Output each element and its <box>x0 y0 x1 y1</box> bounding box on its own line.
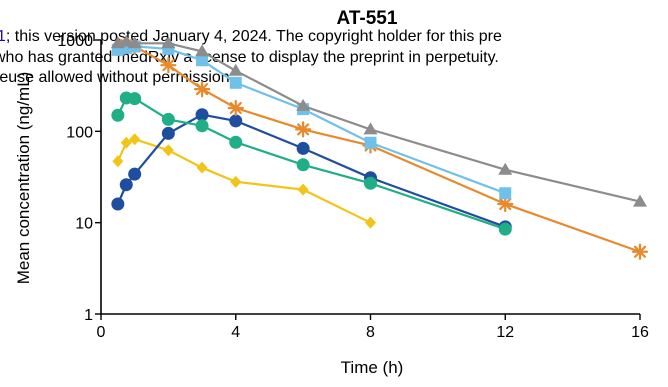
series-line <box>116 96 506 231</box>
data-point-asterisk <box>160 57 177 74</box>
data-point-diamond <box>230 175 242 188</box>
series-layer <box>110 34 649 260</box>
data-point-asterisk <box>193 81 211 98</box>
data-point-square <box>196 54 209 67</box>
series-1 <box>111 108 512 234</box>
y-tick-label: 1000 <box>57 33 93 50</box>
x-tick-label: 8 <box>366 324 375 341</box>
x-tick-label: 4 <box>231 324 240 341</box>
data-point-triangle <box>498 162 513 175</box>
data-point-diamond <box>162 144 174 157</box>
x-tick-label: 12 <box>496 324 514 341</box>
data-point-diamond <box>120 136 132 149</box>
data-point-triangle <box>119 34 134 47</box>
notice-line-3: reuse allowed without permission. <box>0 69 234 86</box>
data-point-diamond <box>297 183 309 196</box>
data-point-square <box>364 136 377 149</box>
data-point-asterisk <box>295 121 312 138</box>
data-point-triangle <box>195 44 210 57</box>
series-2 <box>111 91 512 236</box>
series-line <box>116 138 371 224</box>
data-point-square <box>499 187 512 200</box>
series-5 <box>110 34 647 207</box>
chart-title: AT-551 <box>337 8 398 29</box>
data-point-circle <box>128 92 142 106</box>
data-point-circle <box>229 114 243 128</box>
data-point-circle <box>195 108 209 122</box>
data-point-diamond <box>112 155 124 168</box>
notice-line-2: who has granted medRxiv a license to dis… <box>0 49 499 66</box>
notice-link[interactable]: 1 <box>0 28 6 45</box>
data-point-circle <box>111 108 125 122</box>
x-tick-label: 16 <box>631 324 649 341</box>
data-point-circle <box>161 112 175 126</box>
y-tick-label: 100 <box>66 124 93 141</box>
y-axis-label: Mean concentration (ng/mL) <box>14 72 33 285</box>
data-point-circle <box>128 167 142 181</box>
data-point-asterisk <box>497 195 514 213</box>
data-point-diamond <box>129 133 141 146</box>
data-point-diamond <box>365 216 376 229</box>
data-point-triangle <box>161 36 176 49</box>
data-point-circle <box>161 126 175 140</box>
data-point-asterisk <box>227 99 244 117</box>
data-point-circle <box>195 119 209 133</box>
data-point-triangle <box>633 194 647 207</box>
series-0 <box>112 133 376 229</box>
x-axis-label: Time (h) <box>341 358 404 377</box>
data-point-circle <box>296 141 310 155</box>
data-point-triangle <box>127 36 142 49</box>
data-point-triangle <box>296 98 311 111</box>
data-point-square <box>229 76 242 89</box>
data-point-circle <box>498 222 512 236</box>
data-point-diamond <box>196 161 208 174</box>
y-tick-label: 1 <box>84 307 93 324</box>
data-point-asterisk <box>631 243 649 260</box>
data-point-triangle <box>228 63 243 76</box>
axes: 0 4 8 12 16 1 10 100 1000 <box>57 33 649 341</box>
data-point-circle <box>111 197 125 211</box>
data-point-circle <box>296 158 310 172</box>
data-point-triangle <box>363 122 378 135</box>
y-tick-label: 10 <box>75 216 93 233</box>
data-point-circle <box>119 178 133 192</box>
data-point-circle <box>364 176 377 190</box>
x-tick-label: 0 <box>97 324 106 341</box>
data-point-circle <box>229 135 243 149</box>
